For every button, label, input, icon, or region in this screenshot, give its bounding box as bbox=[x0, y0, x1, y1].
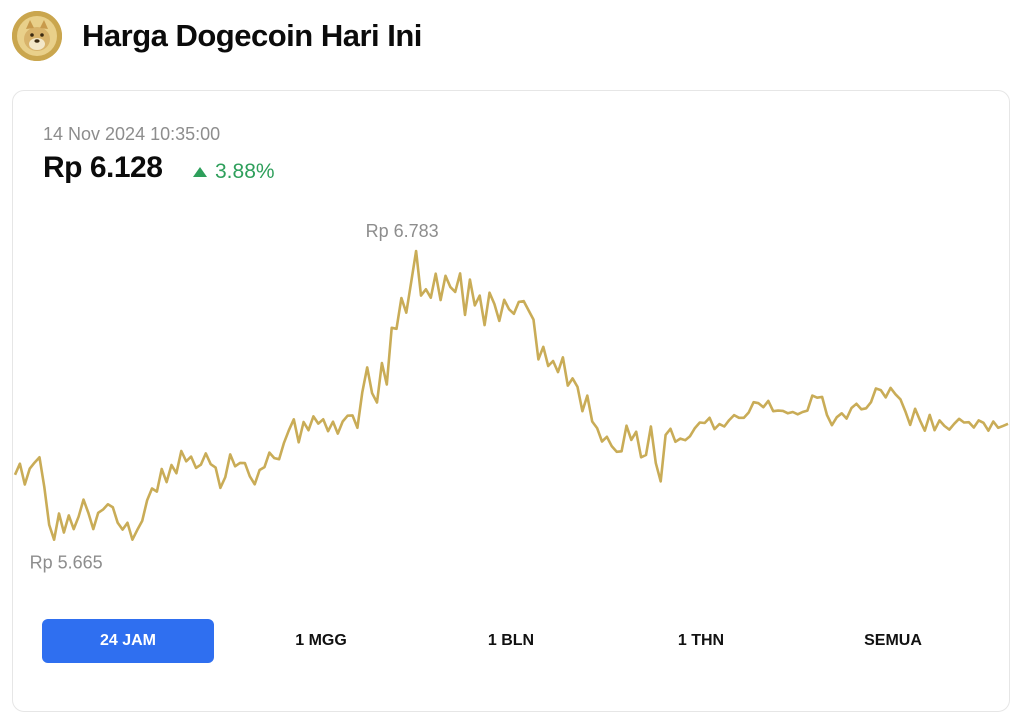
price-line-series bbox=[13, 249, 1009, 541]
price-change-value: 3.88% bbox=[215, 160, 275, 183]
price-chart-card: 14 Nov 2024 10:35:00 Rp 6.128 3.88% Rp 6… bbox=[12, 90, 1010, 712]
page-header: Harga Dogecoin Hari Ini bbox=[12, 10, 422, 62]
range-button-semua[interactable]: SEMUA bbox=[864, 632, 922, 649]
chart-low-label: Rp 5.665 bbox=[30, 553, 103, 573]
chart-high-label: Rp 6.783 bbox=[366, 221, 439, 241]
current-price: Rp 6.128 bbox=[43, 151, 163, 184]
time-range-selector: 24 JAM 1 MGG 1 BLN 1 THN SEMUA bbox=[42, 619, 993, 663]
range-button-1-mgg[interactable]: 1 MGG bbox=[295, 632, 347, 649]
dogecoin-logo-icon bbox=[12, 11, 62, 61]
price-change: 3.88% bbox=[193, 160, 275, 184]
price-line-chart: Rp 6.783 Rp 5.665 bbox=[13, 221, 1009, 573]
triangle-up-icon bbox=[193, 167, 207, 177]
range-button-1-thn[interactable]: 1 THN bbox=[677, 632, 725, 649]
price-timestamp: 14 Nov 2024 10:35:00 bbox=[43, 124, 221, 144]
range-button-24-jam[interactable]: 24 JAM bbox=[42, 619, 214, 663]
page-title: Harga Dogecoin Hari Ini bbox=[82, 18, 422, 53]
range-button-1-bln[interactable]: 1 BLN bbox=[487, 632, 535, 649]
